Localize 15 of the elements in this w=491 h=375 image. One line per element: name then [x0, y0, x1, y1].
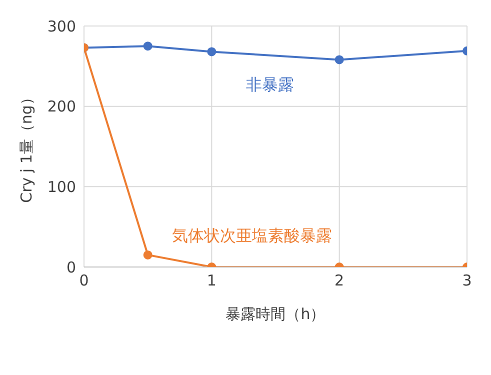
point	[207, 47, 216, 56]
y-tick-label: 0	[66, 258, 76, 276]
x-tick-label: 2	[334, 272, 344, 290]
x-axis-title: 暴露時間（h）	[226, 305, 326, 323]
y-tick-label: 100	[47, 178, 76, 196]
x-tick-label: 3	[462, 272, 472, 290]
series-label: 気体状次亜塩素酸暴露	[172, 226, 332, 247]
series-label: 非暴露	[246, 74, 294, 96]
x-tick-label: 0	[79, 272, 89, 290]
point	[334, 55, 344, 64]
y-tick-label: 300	[47, 17, 76, 36]
x-tick-label: 1	[206, 272, 216, 290]
y-tick-label: 200	[47, 98, 76, 116]
y-axis-title: Cry j 1量（ng）	[17, 90, 36, 203]
point	[143, 42, 152, 51]
